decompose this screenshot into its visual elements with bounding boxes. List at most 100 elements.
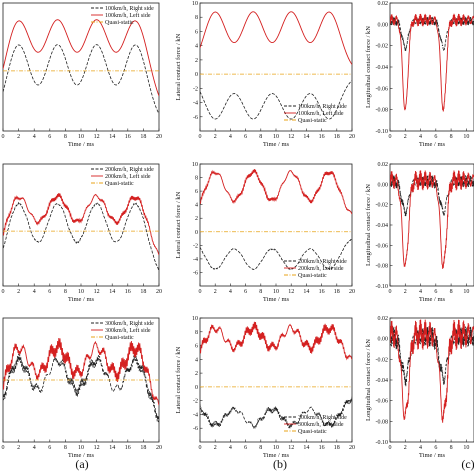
y-tick-label: 8 <box>195 176 198 182</box>
legend-entry: 100km/h, Right side <box>105 6 154 12</box>
x-tick-label: 8 <box>259 445 262 451</box>
x-tick-label: 12 <box>288 445 294 451</box>
x-tick-label: 12 <box>94 134 100 140</box>
x-tick-label: 20 <box>349 445 355 451</box>
y-tick-label: -0.06 <box>376 243 389 249</box>
x-tick-label: 0 <box>199 134 202 140</box>
series-line-left-side <box>3 337 159 406</box>
series-line-left-side <box>390 319 474 423</box>
y-axis-label: Lateral contact force / kN <box>175 33 182 100</box>
series-line-left-side <box>200 11 352 65</box>
y-tick-label: -0.02 <box>376 357 389 363</box>
x-axis-label: Time / ms <box>263 296 290 303</box>
y-tick-label: -4 <box>193 412 198 418</box>
plot-frame <box>2 2 160 132</box>
y-tick-label: -0.02 <box>376 44 389 50</box>
series-line-right-side <box>200 80 352 120</box>
y-tick-label: -0.06 <box>376 86 389 92</box>
legend-entry: 200km/h, Left side <box>298 265 344 272</box>
x-tick-label: 2 <box>214 445 217 451</box>
x-tick-label: 18 <box>334 445 340 451</box>
y-axis-label: Longitudinal contact force / kN <box>365 339 372 421</box>
x-tick-label: 12 <box>288 289 294 295</box>
x-tick-label: 10 <box>463 289 469 295</box>
x-tick-label: 2 <box>17 445 20 451</box>
series-line-right-side <box>3 353 159 423</box>
y-tick-label: 0.02 <box>378 1 389 7</box>
x-tick-label: 10 <box>463 134 469 140</box>
x-tick-label: 6 <box>48 289 51 295</box>
x-tick-label: 14 <box>303 289 309 295</box>
y-tick-label: 6 <box>195 344 198 350</box>
x-tick-label: 10 <box>78 289 84 295</box>
y-tick-label: -0.06 <box>376 399 389 405</box>
x-tick-label: 20 <box>156 445 162 451</box>
series-line-right-side <box>3 44 159 115</box>
y-tick-label: 6 <box>195 29 198 35</box>
chart-c2: 0 2 4 6 8 10 0.02 0.00 -0.02 -0.04 -0.06 -0.08 -0.10… <box>365 162 474 303</box>
x-axis-label: Time / ms <box>419 296 446 303</box>
x-tick-label: 8 <box>450 134 453 140</box>
x-tick-label: 10 <box>78 134 84 140</box>
series-line-right-side <box>3 201 159 270</box>
x-tick-label: 6 <box>244 289 247 295</box>
y-axis-label: Lateral contact force / kN <box>175 191 182 258</box>
x-tick-label: 8 <box>64 289 67 295</box>
x-tick-label: 0 <box>2 289 5 295</box>
legend-entry: Quasi-static <box>105 20 134 26</box>
legend-entry: 200km/h, Right side <box>298 259 347 265</box>
x-tick-label: 8 <box>259 289 262 295</box>
y-tick-label: -6 <box>193 426 198 432</box>
x-tick-label: 18 <box>140 445 146 451</box>
x-tick-label: 20 <box>349 289 355 295</box>
y-axis-label: Longitudinal contact force / kN <box>365 26 372 108</box>
legend-entry: Quasi-static <box>298 118 327 124</box>
x-tick-label: 0 <box>389 134 392 140</box>
y-tick-label: -0.04 <box>376 378 389 384</box>
x-tick-label: 4 <box>33 289 36 295</box>
y-tick-label: -0.04 <box>376 223 389 229</box>
y-tick-label: 4 <box>195 357 198 363</box>
x-tick-label: 16 <box>125 134 131 140</box>
y-tick-label: -0.08 <box>376 419 389 425</box>
series-line-left-side <box>200 321 352 361</box>
x-tick-label: 16 <box>319 134 325 140</box>
x-tick-label: 6 <box>244 445 247 451</box>
y-tick-label: -2 <box>193 399 198 405</box>
x-tick-label: 0 <box>2 134 5 140</box>
x-tick-label: 8 <box>450 289 453 295</box>
y-tick-label: 8 <box>195 330 198 336</box>
x-tick-label: 2 <box>404 289 407 295</box>
x-tick-label: 2 <box>214 134 217 140</box>
x-tick-label: 6 <box>434 445 437 451</box>
y-tick-label: -0.10 <box>376 129 389 135</box>
x-axis-label: Time / ms <box>68 141 95 148</box>
y-tick-label: 2 <box>195 58 198 64</box>
series-line-right-side <box>200 396 352 430</box>
y-tick-label: -0.08 <box>376 264 389 270</box>
y-tick-label: 4 <box>195 203 198 209</box>
y-tick-label: 10 <box>192 316 198 322</box>
x-tick-label: 10 <box>463 445 469 451</box>
x-tick-label: 6 <box>48 445 51 451</box>
x-tick-label: 14 <box>303 134 309 140</box>
panel-caption: (c) <box>461 457 474 471</box>
y-tick-label: 4 <box>195 44 198 50</box>
x-tick-label: 10 <box>273 134 279 140</box>
plot-frame <box>2 163 160 287</box>
x-tick-label: 4 <box>229 445 232 451</box>
x-tick-label: 16 <box>125 289 131 295</box>
legend-entry: 300km/h, Left side <box>298 421 344 428</box>
x-tick-label: 12 <box>94 445 100 451</box>
series-line-left-side <box>3 19 159 97</box>
chart-a2: 0 2 4 6 8 10 12 14 16 18 20 Time / ms 200km/h, Right… <box>2 163 162 303</box>
x-tick-label: 4 <box>419 289 422 295</box>
panel-caption: (a) <box>75 457 88 471</box>
x-tick-label: 18 <box>140 289 146 295</box>
y-tick-label: 0.00 <box>378 337 389 343</box>
